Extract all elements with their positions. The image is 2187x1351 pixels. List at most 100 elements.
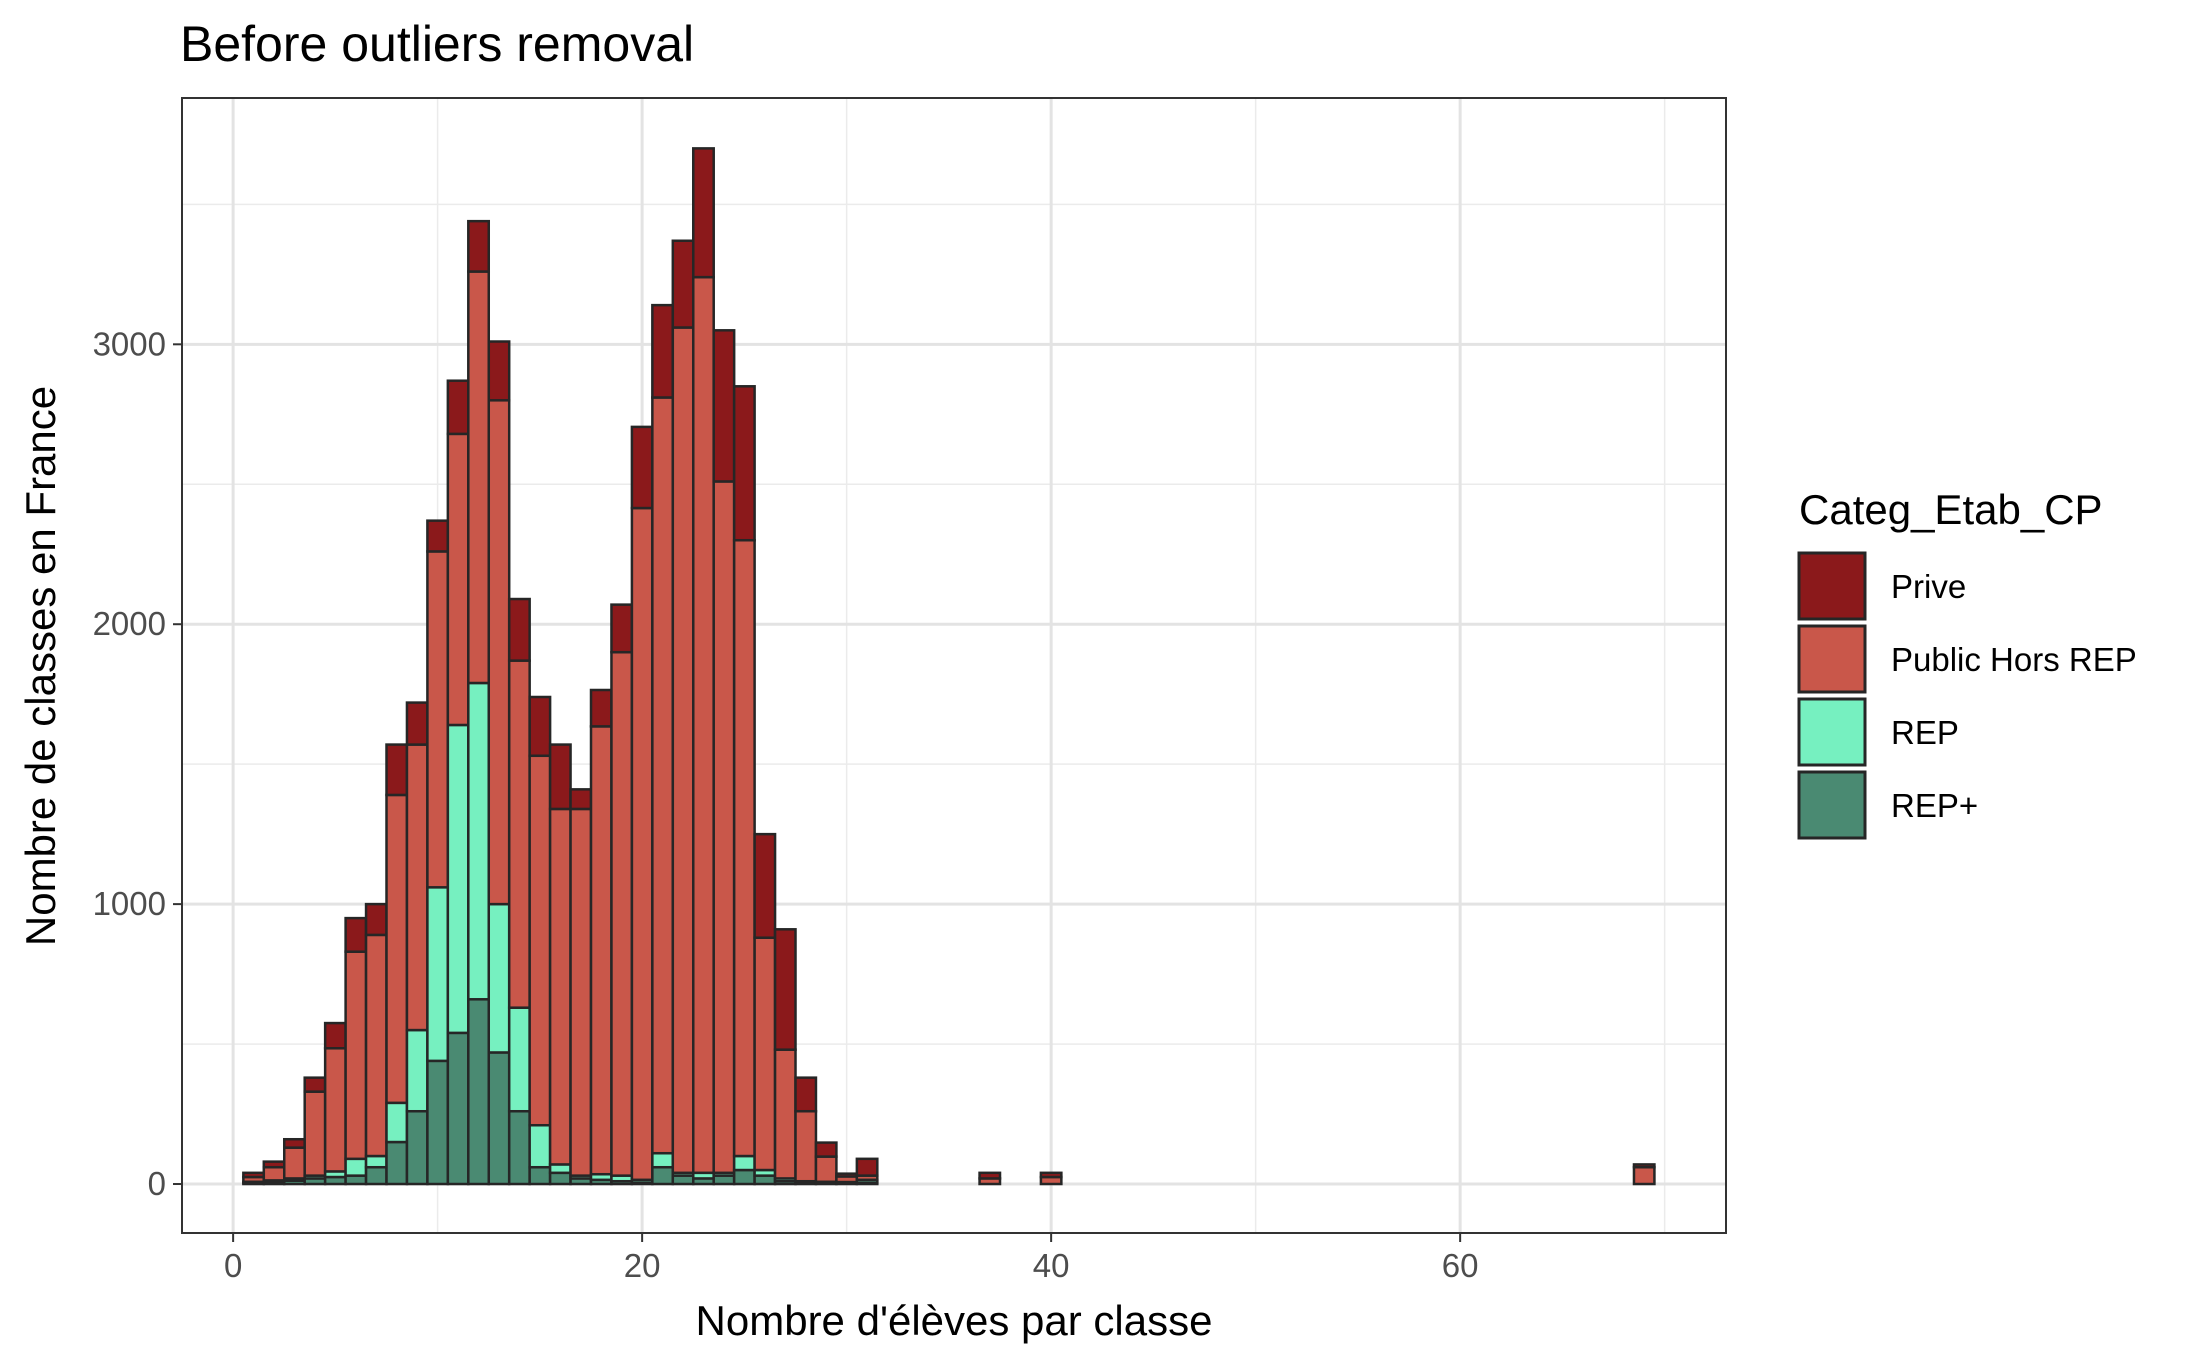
plot-border [181,97,1727,1234]
bar-segment [528,1123,552,1169]
bar-segment [487,399,511,906]
legend-label: REP [1891,714,1959,751]
bar-segment [978,1171,1002,1180]
bar-segment [794,1109,818,1183]
bar-segment [507,597,531,662]
bar-segment [507,659,531,1009]
bar-segment [671,1174,695,1186]
bar-segment [446,1031,470,1186]
bar-segment [753,1174,777,1186]
bar-segment [814,1155,838,1184]
bar-segment [651,1151,675,1169]
bar-segment [589,688,613,728]
bar-segment [630,506,654,1182]
bar-segment [548,807,572,1166]
bar-segment [467,998,491,1186]
bar-segment [794,1076,818,1113]
bar-segment [426,550,450,889]
legend-label: REP+ [1891,787,1978,824]
bar-segment [262,1160,286,1169]
bar-segment [548,743,572,811]
y-tick-label: 2000 [93,605,166,642]
bar-segment [446,379,470,436]
bar-segment [528,1165,552,1186]
bar-segment [732,385,756,542]
chart-title: Before outliers removal [180,16,694,72]
bar-segment [426,886,450,1063]
bar-segment [712,480,736,1175]
bar-segment [405,743,429,1032]
bar-segment [1632,1163,1656,1169]
bar-segment [487,340,511,402]
bar-segment [426,519,450,553]
x-axis-title: Nombre d'élèves par classe [696,1297,1213,1344]
bar-segment [385,793,409,1105]
legend-swatch [1797,697,1867,767]
bar-segment [855,1157,879,1177]
bar-segment [651,303,675,399]
bar-segment [344,916,368,953]
bar-segment [467,681,491,1001]
bar-segment [630,425,654,510]
legend-swatch [1797,624,1867,694]
bar-segment [323,1021,347,1050]
bar-segment [712,1174,736,1186]
y-tick-label: 3000 [93,325,166,362]
x-tick-label: 40 [1033,1247,1070,1284]
bar-segment [1632,1165,1656,1186]
bar-segment [610,650,634,1177]
x-tick-label: 20 [624,1247,661,1284]
bar-segment [405,1028,429,1113]
bar-segment [651,1165,675,1186]
bar-segment [732,538,756,1158]
bar-segment [610,603,634,654]
bar-segment [405,1109,429,1186]
bar-segment [323,1047,347,1173]
bar-segment [283,1146,306,1180]
bar-segment [446,723,470,1035]
legend-swatch [1797,770,1867,840]
bar-segment [303,1090,327,1177]
bar-segment [753,832,777,939]
bar-segment [467,219,491,273]
bar-segment [364,902,388,937]
bar-segment [835,1172,859,1178]
bar-segment [283,1137,306,1149]
bar-segment [487,902,511,1054]
bar-segment [528,754,552,1127]
bar-segment [344,1174,368,1186]
bar-segment [773,928,797,1051]
bar-segment [303,1076,327,1093]
histogram-bars [242,147,1656,1186]
bar-segment [651,396,675,1155]
bar-segment [467,270,491,685]
bar-segment [405,701,429,746]
bar-segment [385,743,409,797]
bar-segment [344,950,368,1161]
bar-segment [814,1141,838,1158]
bar-segment [364,933,388,1158]
bar-segment [262,1165,286,1182]
legend-label: Prive [1891,568,1966,605]
legend-swatch [1797,551,1867,621]
axis-ticks: 0 20 40 60 0 1000 2000 3000 [93,325,1479,1284]
x-tick-label: 60 [1442,1247,1479,1284]
bar-segment [548,1163,572,1175]
bar-segment [426,1059,450,1186]
y-axis-title: Nombre de classes en France [17,386,64,946]
bar-segment [692,275,715,1175]
bar-segment [364,1165,388,1186]
bar-segment [242,1171,266,1179]
bar-segment [548,1171,572,1186]
bar-segment [569,788,593,811]
bar-segment [671,239,695,329]
bar-segment [671,326,695,1175]
bar-segment [364,1154,388,1169]
legend-label: Public Hors REP [1891,641,2137,678]
bar-segment [507,1109,531,1186]
legend: Categ_Etab_CP Prive Public Hors REP REP REP… [1797,486,2137,840]
legend-title: Categ_Etab_CP [1799,486,2103,533]
bar-segment [753,936,777,1172]
bar-segment [446,432,470,727]
